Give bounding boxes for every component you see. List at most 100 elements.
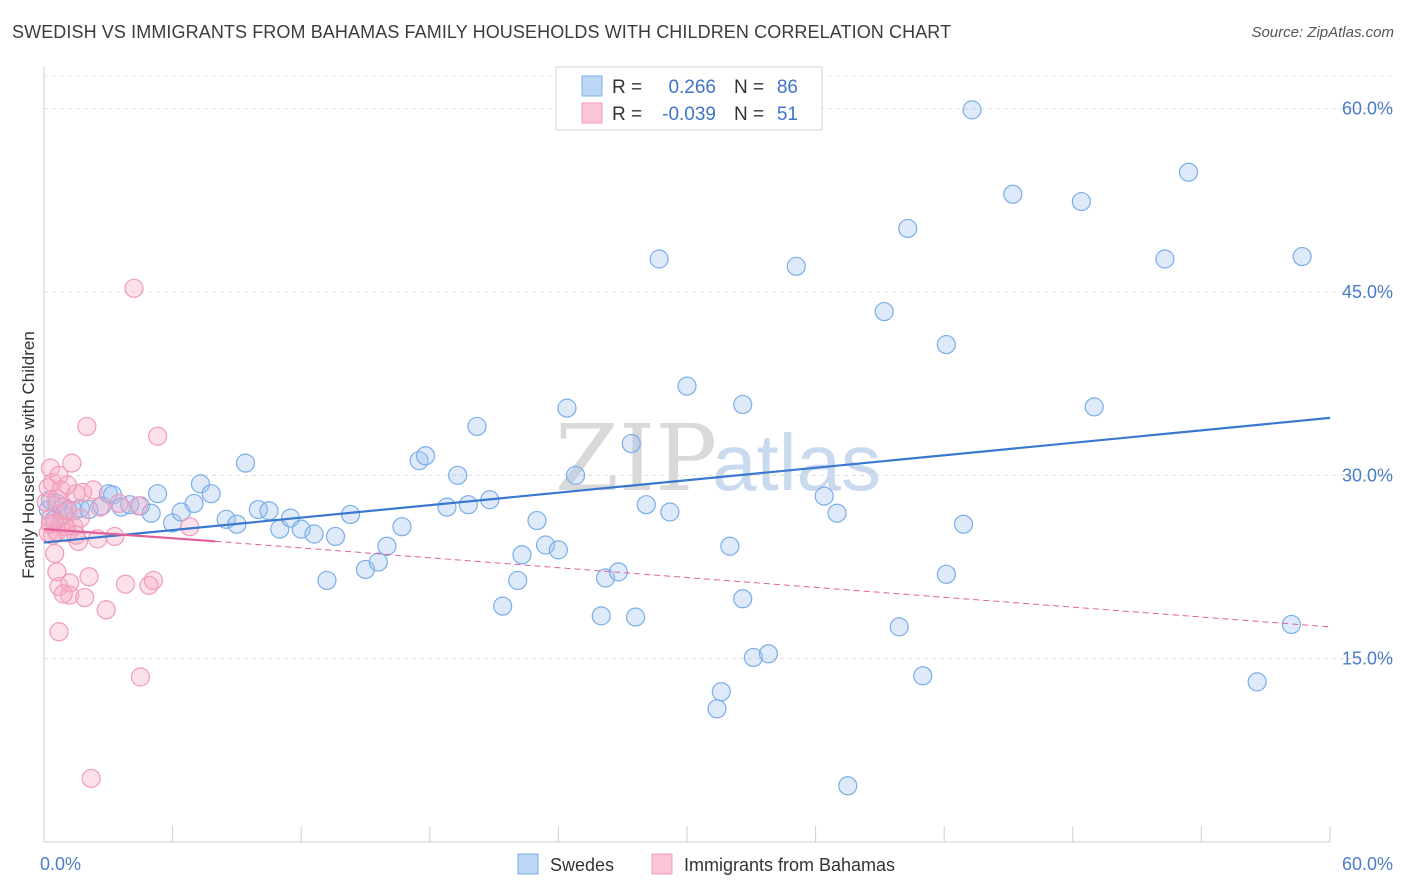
- data-point: [660, 502, 680, 522]
- data-point: [535, 535, 556, 555]
- series-legend-label-swedes: Swedes: [550, 855, 614, 875]
- data-point: [733, 394, 753, 415]
- data-point: [448, 465, 468, 485]
- data-point: [733, 589, 753, 609]
- data-point: [259, 501, 279, 521]
- data-point: [1178, 162, 1199, 182]
- data-point: [70, 508, 91, 528]
- data-point: [936, 564, 956, 584]
- data-point: [1247, 672, 1267, 692]
- data-point: [147, 484, 168, 504]
- data-point: [415, 446, 436, 466]
- legend-swatch-swedes: [581, 75, 603, 97]
- data-point: [201, 484, 221, 504]
- data-point: [53, 584, 73, 604]
- data-point: [291, 519, 311, 539]
- x-tick-labels: 0.0% 60.0%: [40, 854, 1393, 874]
- data-point: [621, 433, 641, 454]
- data-point: [677, 376, 697, 396]
- chart-title: SWEDISH VS IMMIGRANTS FROM BAHAMAS FAMIL…: [12, 22, 952, 42]
- data-point: [1071, 191, 1091, 212]
- data-point: [75, 587, 95, 608]
- data-point: [512, 545, 532, 565]
- legend-r-value-1: 0.266: [668, 77, 716, 98]
- data-point: [1292, 246, 1312, 267]
- data-point: [636, 495, 656, 515]
- data-point: [90, 497, 110, 517]
- data-point: [936, 334, 956, 355]
- trend-line: [43, 528, 216, 543]
- data-point: [235, 453, 256, 473]
- y-tick-labels: 15.0% 30.0% 45.0% 60.0%: [1342, 99, 1393, 669]
- x-tick-label: 60.0%: [1342, 854, 1393, 874]
- stats-legend: R = 0.266 N = 86 R = -0.039 N = 51: [555, 66, 823, 131]
- data-point: [1155, 249, 1175, 269]
- data-point: [898, 218, 918, 239]
- watermark-zip: ZIP: [555, 405, 717, 512]
- legend-n-value-1: 86: [777, 77, 798, 98]
- data-point: [437, 497, 457, 517]
- data-point: [128, 496, 148, 516]
- y-tick-label: 30.0%: [1342, 465, 1393, 485]
- trend-lines: [43, 416, 1331, 628]
- series-legend-swatch-bahamas: [651, 853, 673, 875]
- data-points: [36, 100, 1312, 796]
- legend-n-label-1: N =: [734, 77, 764, 98]
- data-point: [184, 493, 204, 514]
- data-point: [96, 600, 116, 620]
- trend-line: [43, 416, 1331, 544]
- legend-r-value-2: -0.039: [662, 104, 716, 125]
- series-legend-label-bahamas: Immigrants from Bahamas: [684, 855, 895, 875]
- data-point: [45, 543, 65, 564]
- data-point: [1003, 184, 1023, 204]
- data-point: [707, 699, 727, 719]
- data-point: [591, 606, 611, 626]
- data-point: [60, 573, 80, 593]
- series-bahamas: [36, 278, 200, 789]
- data-point: [143, 570, 163, 591]
- data-point: [79, 567, 99, 587]
- data-point: [565, 465, 586, 485]
- data-point: [711, 682, 731, 702]
- chart-source: Source: ZipAtlas.com: [1251, 24, 1394, 41]
- watermark-atlas: atlas: [712, 418, 881, 507]
- data-point: [62, 453, 82, 473]
- data-point: [814, 486, 834, 506]
- data-point: [1084, 397, 1104, 417]
- legend-r-label-1: R =: [612, 77, 642, 98]
- data-point: [368, 552, 388, 572]
- legend-n-value-2: 51: [777, 104, 798, 125]
- data-point: [325, 526, 346, 547]
- watermark: ZIP atlas: [555, 405, 881, 512]
- data-point: [392, 517, 412, 537]
- data-point: [180, 517, 200, 537]
- series-legend: Swedes Immigrants from Bahamas: [517, 853, 895, 875]
- series-swedes: [38, 100, 1312, 796]
- data-point: [720, 536, 740, 556]
- data-point: [953, 514, 974, 534]
- trend-line-extension: [215, 540, 1331, 628]
- data-point: [83, 480, 103, 500]
- data-point: [77, 416, 97, 437]
- data-point: [304, 524, 324, 544]
- data-point: [317, 570, 337, 591]
- data-point: [1281, 614, 1302, 635]
- data-point: [874, 301, 894, 322]
- data-point: [827, 503, 847, 523]
- data-point: [962, 100, 982, 120]
- data-point: [49, 622, 69, 642]
- data-point: [913, 666, 933, 686]
- data-point: [786, 256, 806, 276]
- x-tick-label: 0.0%: [40, 854, 81, 874]
- axes: [43, 66, 1331, 843]
- data-point: [130, 667, 151, 687]
- data-point: [47, 562, 67, 582]
- y-tick-label: 45.0%: [1342, 282, 1393, 302]
- data-point: [508, 570, 528, 591]
- data-point: [190, 474, 211, 494]
- data-point: [838, 776, 858, 796]
- legend-r-label-2: R =: [612, 104, 642, 125]
- data-point: [458, 495, 478, 515]
- data-point: [493, 596, 513, 616]
